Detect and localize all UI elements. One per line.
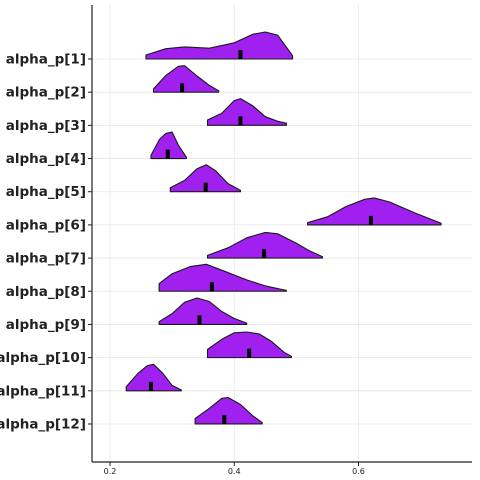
y-tick-label: alpha_p[3] xyxy=(6,118,86,134)
median-marker xyxy=(180,83,185,93)
density-ridge xyxy=(158,263,287,292)
median-marker xyxy=(262,249,267,259)
y-tick-label: alpha_p[10] xyxy=(0,350,86,366)
density-ridge xyxy=(206,331,292,359)
median-marker xyxy=(222,414,227,424)
density-ridge xyxy=(206,98,287,126)
y-tick-label: alpha_p[9] xyxy=(6,317,86,333)
y-tick-label: alpha_p[6] xyxy=(6,217,86,233)
density-ridge xyxy=(150,131,187,160)
y-tick-label: alpha_p[11] xyxy=(0,383,86,399)
density-ridge xyxy=(145,31,294,60)
density-ridge xyxy=(125,363,182,392)
ridges xyxy=(125,31,442,425)
y-tick-label: alpha_p[5] xyxy=(6,184,86,200)
median-marker xyxy=(247,348,252,358)
density-ridge xyxy=(152,65,220,93)
median-marker xyxy=(165,149,170,159)
x-tick-label: 0.6 xyxy=(352,467,365,476)
density-ridge xyxy=(206,231,324,259)
density-ridge xyxy=(158,297,248,325)
y-tick-label: alpha_p[7] xyxy=(6,251,86,267)
x-tick-label: 0.4 xyxy=(228,467,241,476)
y-tick-label: alpha_p[1] xyxy=(6,52,86,68)
median-marker xyxy=(238,116,243,126)
grid-lines xyxy=(92,5,472,462)
median-marker xyxy=(203,182,208,192)
y-tick-label: alpha_p[8] xyxy=(6,284,86,300)
x-tick-label: 0.2 xyxy=(104,467,117,476)
density-ridge xyxy=(307,197,442,226)
median-marker xyxy=(209,282,214,292)
density-ridge xyxy=(169,164,242,193)
median-marker xyxy=(238,50,243,59)
median-marker xyxy=(368,215,373,225)
y-tick-label: alpha_p[4] xyxy=(6,151,86,167)
y-tick-label: alpha_p[12] xyxy=(0,416,86,432)
median-marker xyxy=(197,315,202,325)
y-tick-label: alpha_p[2] xyxy=(6,85,86,101)
median-marker xyxy=(149,381,154,391)
density-ridge xyxy=(194,396,263,425)
